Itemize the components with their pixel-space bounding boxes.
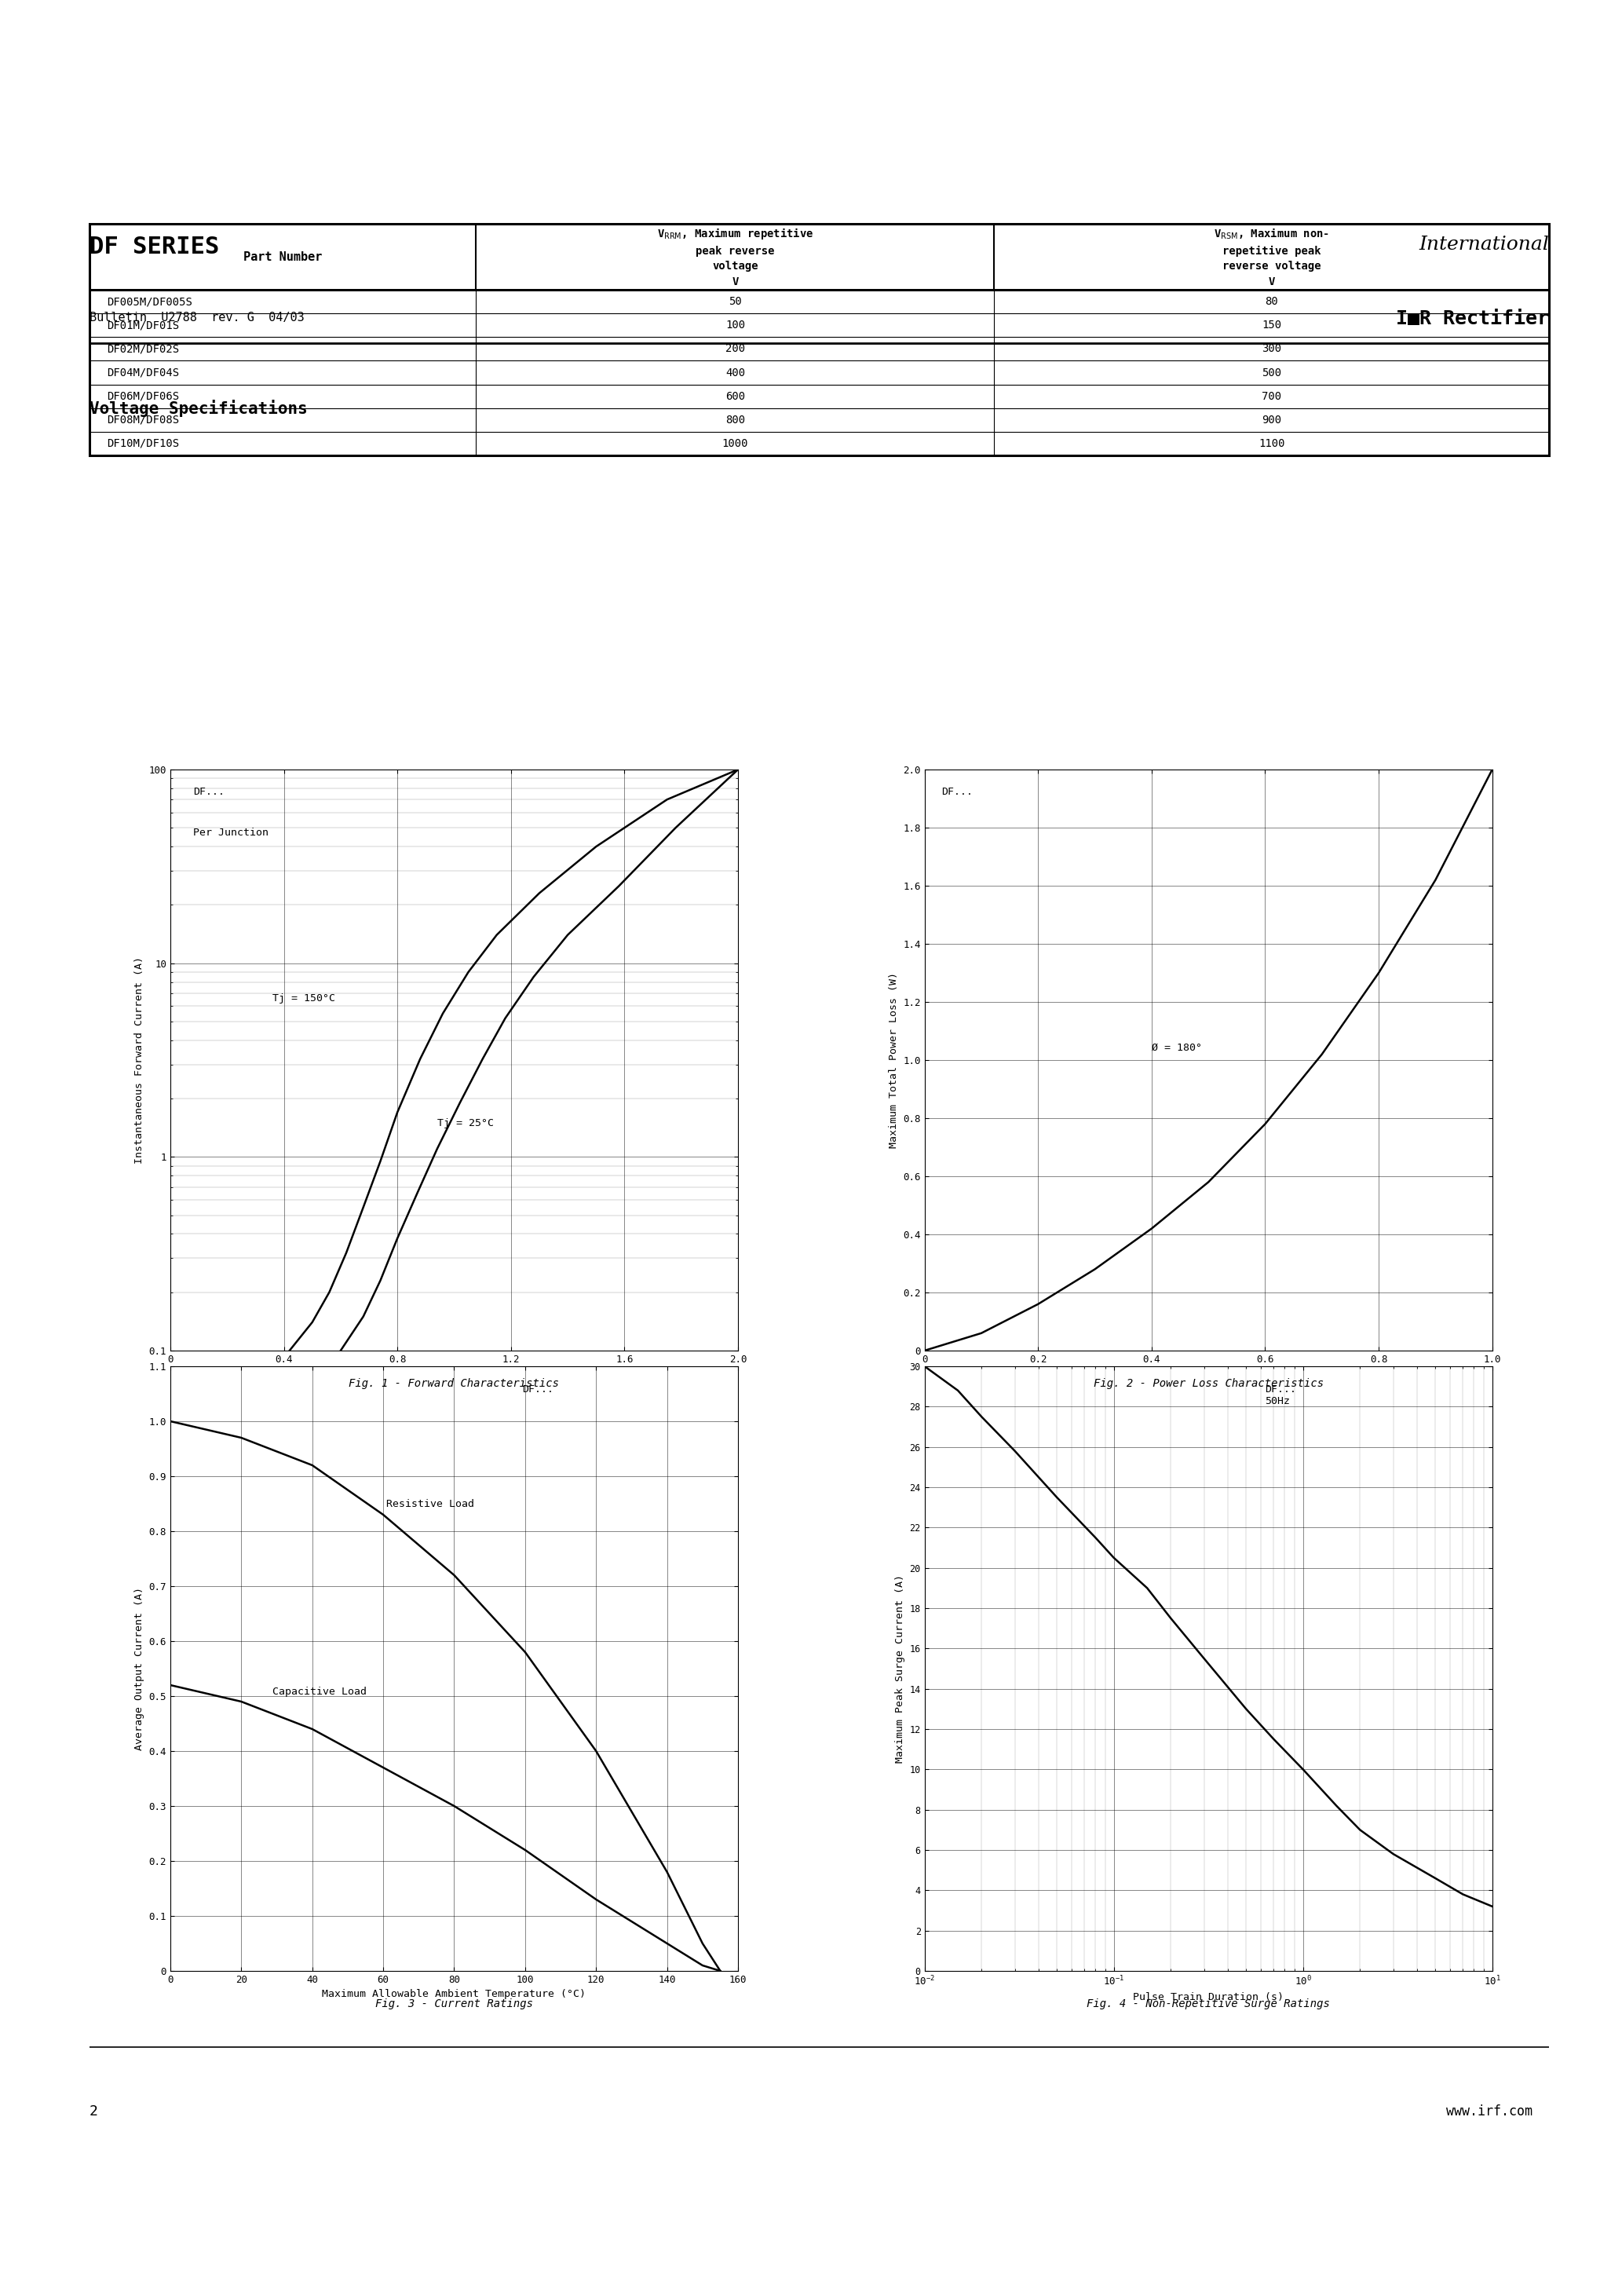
- Y-axis label: Maximum Peak Surge Current (A): Maximum Peak Surge Current (A): [895, 1575, 905, 1763]
- Text: 1100: 1100: [1259, 439, 1285, 450]
- Text: DF...: DF...: [941, 788, 973, 797]
- Text: Voltage Specifications: Voltage Specifications: [89, 400, 307, 418]
- Y-axis label: Average Output Current (A): Average Output Current (A): [135, 1587, 144, 1750]
- Text: Fig. 2 - Power Loss Characteristics: Fig. 2 - Power Loss Characteristics: [1093, 1378, 1324, 1389]
- Text: Fig. 1 - Forward Characteristics: Fig. 1 - Forward Characteristics: [349, 1378, 560, 1389]
- Text: 150: 150: [1262, 319, 1281, 331]
- Text: 400: 400: [725, 367, 744, 379]
- Text: Tj = 150°C: Tj = 150°C: [272, 994, 336, 1003]
- Text: 1000: 1000: [722, 439, 748, 450]
- X-axis label: Maximum Allowable Ambient Temperature (°C): Maximum Allowable Ambient Temperature (°…: [323, 1988, 586, 2000]
- Text: 100: 100: [725, 319, 744, 331]
- Text: International: International: [1419, 236, 1549, 253]
- Text: 500: 500: [1262, 367, 1281, 379]
- Text: DF06M/DF06S: DF06M/DF06S: [107, 390, 178, 402]
- Text: Capacitive Load: Capacitive Load: [272, 1688, 367, 1697]
- Text: V$_{\mathrm{RRM}}$, Maximum repetitive
peak reverse
voltage
V: V$_{\mathrm{RRM}}$, Maximum repetitive p…: [657, 227, 813, 287]
- Text: DF005M/DF005S: DF005M/DF005S: [107, 296, 191, 308]
- Text: 2: 2: [89, 2105, 97, 2119]
- Text: DF SERIES: DF SERIES: [89, 236, 219, 259]
- Text: Part Number: Part Number: [243, 250, 323, 262]
- Text: DF...
50Hz: DF... 50Hz: [1265, 1384, 1296, 1407]
- Text: Per Junction: Per Junction: [193, 827, 268, 838]
- Text: DF10M/DF10S: DF10M/DF10S: [107, 439, 178, 450]
- Text: DF01M/DF01S: DF01M/DF01S: [107, 319, 178, 331]
- X-axis label: Average Output Current (A): Average Output Current (A): [1127, 1368, 1289, 1380]
- X-axis label: Instantaneous Forward Voltage (V): Instantaneous Forward Voltage (V): [350, 1368, 558, 1380]
- Text: V$_{\mathrm{RSM}}$, Maximum non-
repetitive peak
reverse voltage
V: V$_{\mathrm{RSM}}$, Maximum non- repetit…: [1213, 227, 1330, 287]
- Text: 80: 80: [1265, 296, 1278, 308]
- Text: Ø = 180°: Ø = 180°: [1152, 1042, 1202, 1054]
- Text: 50: 50: [728, 296, 741, 308]
- Text: DF08M/DF08S: DF08M/DF08S: [107, 416, 178, 425]
- Text: 300: 300: [1262, 344, 1281, 354]
- Text: Fig. 4 - Non-Repetitive Surge Ratings: Fig. 4 - Non-Repetitive Surge Ratings: [1087, 1998, 1330, 2009]
- Text: DF...: DF...: [193, 788, 224, 797]
- X-axis label: Pulse Train Duration (s): Pulse Train Duration (s): [1134, 1993, 1283, 2002]
- Text: www.irf.com: www.irf.com: [1447, 2105, 1533, 2119]
- Text: 700: 700: [1262, 390, 1281, 402]
- Text: DF...: DF...: [522, 1384, 553, 1394]
- Y-axis label: Maximum Total Power Loss (W): Maximum Total Power Loss (W): [889, 971, 899, 1148]
- Text: 900: 900: [1262, 416, 1281, 425]
- Text: 200: 200: [725, 344, 744, 354]
- Text: 800: 800: [725, 416, 744, 425]
- Text: DF04M/DF04S: DF04M/DF04S: [107, 367, 178, 379]
- Text: 600: 600: [725, 390, 744, 402]
- Y-axis label: Instantaneous Forward Current (A): Instantaneous Forward Current (A): [135, 957, 144, 1164]
- Text: Bulletin  U2788  rev. G  04/03: Bulletin U2788 rev. G 04/03: [89, 312, 305, 324]
- Text: Resistive Load: Resistive Load: [386, 1499, 474, 1508]
- Text: DF02M/DF02S: DF02M/DF02S: [107, 344, 178, 354]
- Text: Fig. 3 - Current Ratings: Fig. 3 - Current Ratings: [375, 1998, 534, 2009]
- Text: I■R Rectifier: I■R Rectifier: [1397, 310, 1549, 328]
- Text: Tj = 25°C: Tj = 25°C: [438, 1118, 493, 1127]
